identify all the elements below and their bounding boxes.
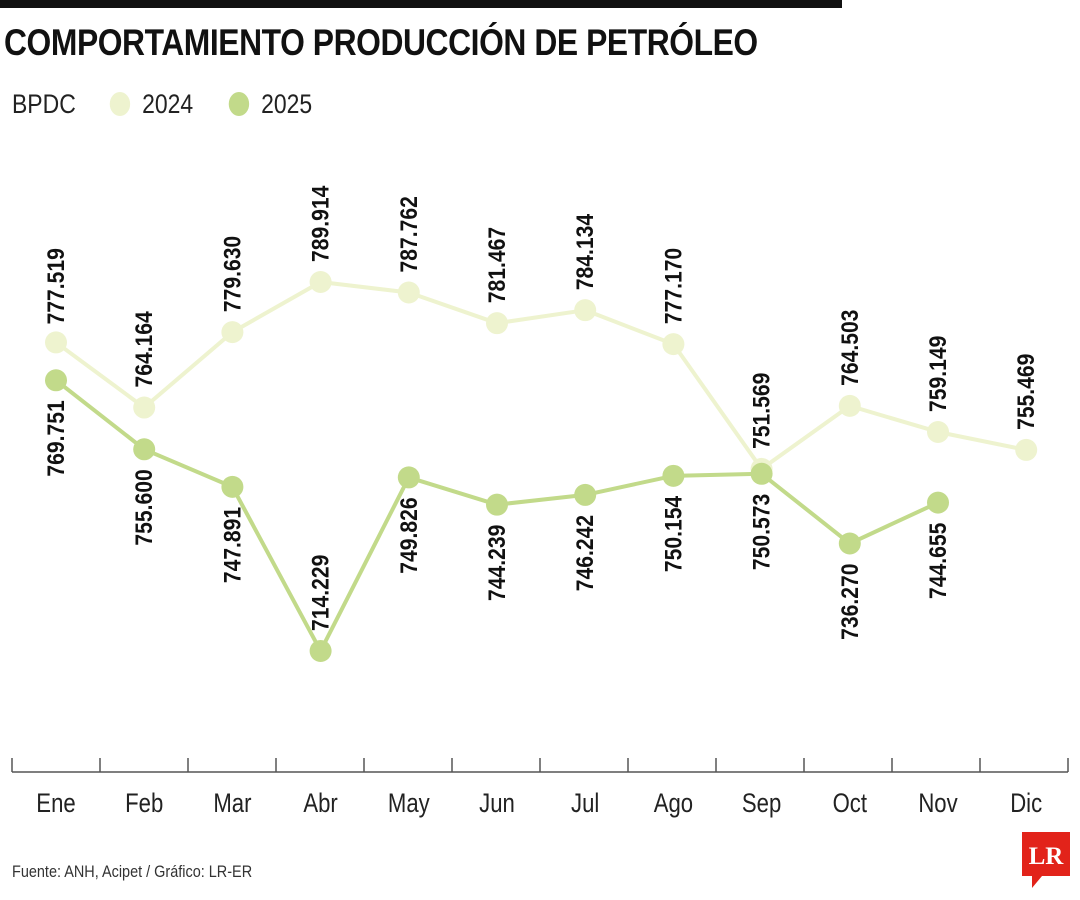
x-tick-label: Mar (213, 789, 251, 819)
data-point-2025 (309, 639, 332, 662)
data-label-2025: 714.229 (307, 555, 334, 631)
data-point-2025 (927, 491, 949, 514)
data-label-2024: 764.503 (837, 310, 864, 386)
data-label-2025: 747.891 (219, 507, 246, 583)
legend-swatch-2024 (109, 92, 131, 116)
x-tick-label: Dic (1010, 789, 1042, 819)
x-tick-label: May (388, 789, 430, 819)
logo-text: LR (1029, 843, 1065, 870)
top-bar (0, 0, 842, 8)
data-point-2025 (45, 369, 67, 392)
data-point-2024 (221, 321, 244, 344)
data-label-2024: 755.469 (1013, 354, 1040, 430)
data-label-2024: 777.519 (43, 248, 70, 324)
data-label-2024: 751.569 (748, 373, 775, 449)
legend-label-2025: 2025 (261, 88, 313, 119)
data-point-2025 (221, 475, 244, 498)
x-tick-label: Abr (303, 789, 337, 819)
data-point-2024 (45, 331, 67, 354)
data-point-2024 (574, 299, 597, 322)
data-label-2025: 750.573 (748, 494, 775, 570)
x-tick-label: Jun (479, 789, 515, 819)
x-tick-label: Feb (125, 789, 163, 819)
legend: BPDC 2024 2025 (12, 86, 348, 122)
source-note: Fuente: ANH, Acipet / Gráfico: LR-ER (12, 862, 253, 881)
data-point-2024 (838, 394, 861, 417)
x-tick-label: Nov (918, 789, 958, 819)
data-point-2025 (574, 483, 597, 506)
data-label-2025: 746.242 (572, 515, 599, 591)
data-point-2025 (397, 466, 420, 489)
x-tick-label: Sep (742, 789, 781, 819)
data-label-2024: 784.134 (572, 213, 599, 290)
data-label-2024: 781.467 (484, 227, 511, 303)
data-point-2025 (133, 438, 156, 461)
data-label-2024: 777.170 (660, 248, 687, 324)
data-point-2025 (838, 532, 861, 555)
legend-label-2024: 2024 (142, 88, 194, 119)
data-label-2025: 744.239 (484, 525, 511, 601)
data-point-2024 (662, 333, 685, 356)
data-label-2024: 764.164 (131, 311, 158, 388)
unit-label: BPDC (12, 88, 76, 119)
x-tick-label: Ago (654, 789, 693, 819)
data-label-2025: 744.655 (925, 523, 952, 599)
data-label-2024: 759.149 (925, 336, 952, 412)
x-tick-label: Jul (571, 789, 599, 819)
data-point-2024 (1015, 438, 1038, 461)
lr-logo: LR (1022, 832, 1070, 888)
data-label-2024: 779.630 (219, 236, 246, 312)
chart-title: COMPORTAMIENTO PRODUCCIÓN DE PETRÓLEO (4, 22, 758, 63)
legend-swatch-2025 (228, 92, 250, 116)
data-point-2024 (309, 271, 332, 293)
series-line-2024 (54, 280, 1027, 471)
data-point-2024 (133, 396, 156, 419)
data-label-2024: 787.762 (396, 196, 423, 272)
data-point-2025 (662, 464, 685, 487)
x-tick-label: Ene (36, 789, 75, 819)
data-point-2024 (486, 312, 508, 335)
data-point-2025 (750, 462, 773, 485)
data-point-2024 (397, 281, 420, 304)
data-label-2024: 789.914 (307, 185, 334, 262)
data-label-2025: 769.751 (43, 400, 70, 476)
data-label-2025: 750.154 (660, 495, 687, 572)
data-label-2025: 755.600 (131, 469, 158, 545)
data-label-2025: 736.270 (837, 564, 864, 640)
data-label-2025: 749.826 (396, 497, 423, 573)
x-tick-label: Oct (833, 789, 868, 819)
data-point-2024 (927, 420, 949, 443)
data-point-2025 (486, 493, 508, 516)
